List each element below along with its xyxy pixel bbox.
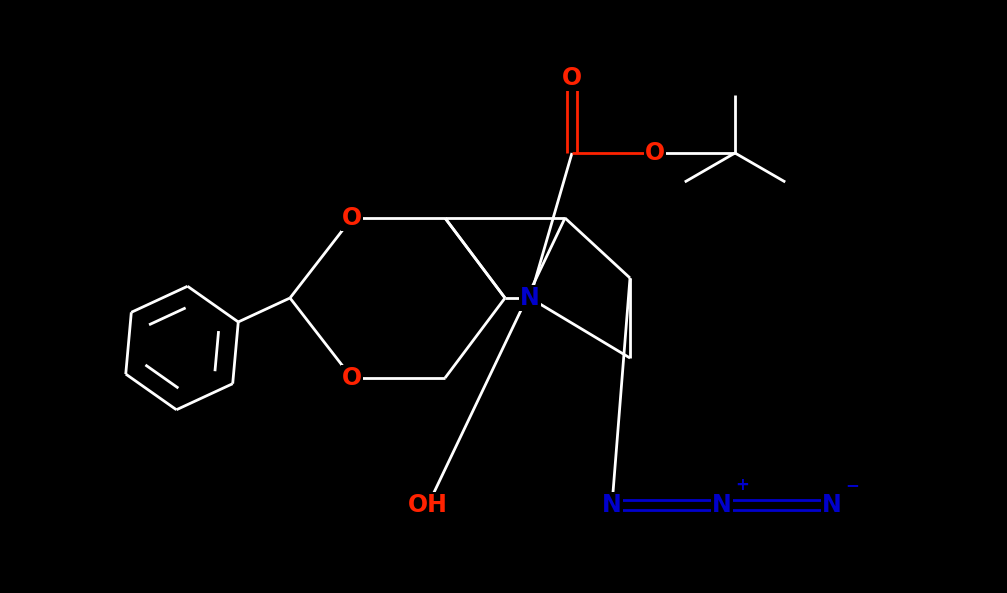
Text: O: O	[342, 366, 363, 390]
Text: N: N	[712, 493, 732, 517]
Text: +: +	[735, 476, 749, 494]
Text: −: −	[845, 476, 859, 494]
Text: N: N	[521, 286, 540, 310]
Text: N: N	[602, 493, 622, 517]
Text: OH: OH	[408, 493, 448, 517]
Text: O: O	[342, 206, 363, 230]
Text: O: O	[562, 66, 582, 90]
Text: N: N	[822, 493, 842, 517]
Text: O: O	[644, 141, 665, 165]
